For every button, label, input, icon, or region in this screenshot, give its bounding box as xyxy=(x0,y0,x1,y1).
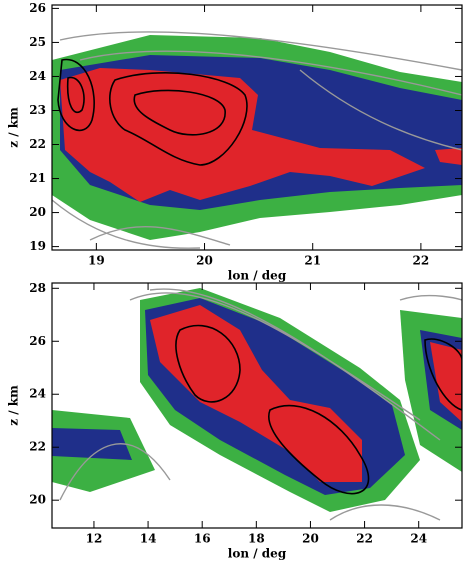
plot-frame xyxy=(51,282,463,529)
field xyxy=(52,288,462,521)
y-tick-label: 28 xyxy=(29,281,46,295)
x-tick-label: 22 xyxy=(356,532,373,546)
x-tick-label: 12 xyxy=(86,532,103,546)
y-tick-label: 24 xyxy=(29,69,46,83)
red-region xyxy=(60,68,425,202)
x-tick-label: 20 xyxy=(302,532,319,546)
blue-region xyxy=(52,428,132,460)
y-tick-label: 23 xyxy=(29,103,46,117)
plot-frame xyxy=(51,4,463,251)
y-tick-label: 19 xyxy=(29,239,46,253)
x-tick-label: 16 xyxy=(194,532,211,546)
x-tick-label: 19 xyxy=(88,254,105,268)
y-tick-label: 21 xyxy=(29,171,46,185)
x-tick-label: 21 xyxy=(304,254,321,268)
y-tick-label: 22 xyxy=(29,137,46,151)
black-contour xyxy=(109,71,248,166)
black-contour xyxy=(57,58,95,132)
x-tick-label: 22 xyxy=(413,254,430,268)
y-tick-label: 26 xyxy=(29,1,46,15)
red-region xyxy=(430,342,462,422)
y-tick-label: 20 xyxy=(29,493,46,507)
y-axis-label: z / km xyxy=(7,107,21,148)
y-tick-label: 25 xyxy=(29,35,46,49)
y-tick-label: 24 xyxy=(29,387,46,401)
x-tick-label: 24 xyxy=(410,532,427,546)
x-tick-label: 20 xyxy=(196,254,213,268)
x-tick-label: 14 xyxy=(140,532,157,546)
bottom-panel: 12 14 16 18 20 22 24 20 22 24 26 28 lon / deg z / km xyxy=(7,281,463,561)
x-axis-label: lon / deg xyxy=(228,547,287,561)
y-tick-label: 26 xyxy=(29,334,46,348)
x-tick-label: 18 xyxy=(248,532,265,546)
field xyxy=(52,31,462,249)
y-tick-label: 22 xyxy=(29,440,46,454)
red-region xyxy=(150,305,362,482)
y-tick-label: 20 xyxy=(29,205,46,219)
y-axis-label: z / km xyxy=(7,385,21,426)
top-panel: 19 20 21 22 19 20 21 22 23 24 25 26 lon / deg z / km xyxy=(7,1,463,283)
red-region xyxy=(435,148,462,165)
gray-contour xyxy=(52,31,462,249)
x-axis-label: lon / deg xyxy=(228,269,287,283)
gray-contour xyxy=(59,288,462,521)
